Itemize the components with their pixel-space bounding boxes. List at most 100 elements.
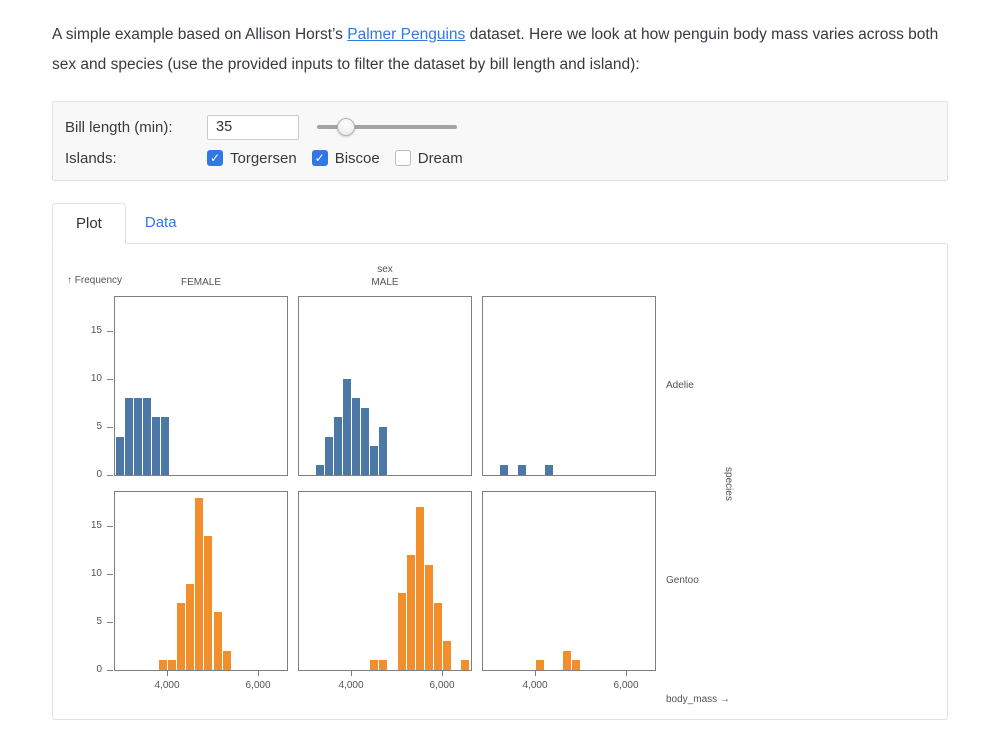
y-tick-label: 5 <box>96 616 102 627</box>
y-tick-label: 0 <box>96 663 102 675</box>
facet-axis-title-sex: sex <box>377 263 393 275</box>
histogram-bar <box>115 436 124 475</box>
checkbox-label: Biscoe <box>334 149 380 167</box>
histogram-bar <box>195 497 204 670</box>
histogram-bar <box>133 398 142 475</box>
checkbox-dream[interactable]: Dream <box>394 149 463 167</box>
facet-frame <box>114 295 288 476</box>
facet-frame <box>482 295 656 476</box>
histogram-bar <box>379 660 388 670</box>
x-tick-label: 4,000 <box>338 679 364 691</box>
y-tick-label: 10 <box>90 568 102 580</box>
x-tick-label: 4,000 <box>154 679 180 691</box>
palmer-penguins-link[interactable]: Palmer Penguins <box>347 26 466 43</box>
y-tick-label: 10 <box>90 373 102 385</box>
facet-col-header-male: MALE <box>371 276 399 288</box>
checkbox-torgersen[interactable]: ✓ Torgersen <box>207 150 297 167</box>
plot-canvas: 0 0 5 5 10 10 15 15 4,000 4,000 4,000 6,000 6,000 6,0… <box>53 244 947 719</box>
histogram-bar <box>168 660 177 670</box>
histogram-bar <box>499 465 508 475</box>
x-tick-label: 6,000 <box>613 679 639 691</box>
histogram-bar <box>397 593 406 670</box>
histogram-bar <box>443 641 452 670</box>
checkbox-checked-icon[interactable]: ✓ <box>311 150 328 167</box>
histogram-bar <box>213 612 222 670</box>
x-tick-label: 6,000 <box>429 679 455 691</box>
histogram-bar <box>352 398 361 475</box>
tab-bar: Plot Data <box>52 202 948 244</box>
islands-label: Islands: <box>65 149 117 167</box>
y-tick-mark <box>107 526 113 528</box>
x-tick-mark <box>535 670 536 676</box>
histogram-bar <box>324 436 333 475</box>
x-tick-label: 6,000 <box>245 679 271 691</box>
facet-frame <box>114 490 288 671</box>
bill-length-input[interactable] <box>207 114 299 140</box>
histogram-bar <box>333 417 342 475</box>
intro-text-after: dataset. Here we look at how penguin bod… <box>52 26 939 73</box>
histogram-bar <box>406 555 415 670</box>
histogram-bar <box>545 465 554 475</box>
y-tick-mark <box>107 574 113 576</box>
histogram-bar <box>517 465 526 475</box>
facet-frame <box>482 490 656 671</box>
checkbox-label: Torgersen <box>230 149 297 167</box>
intro-text-before: A simple example based on Allison Horst’… <box>52 26 348 43</box>
y-tick-label: 0 <box>96 468 102 480</box>
y-tick-mark <box>107 379 113 381</box>
y-tick-label: 5 <box>96 421 102 432</box>
x-tick-mark <box>167 670 168 676</box>
y-axis-label: ↑ Frequency <box>67 274 123 286</box>
histogram-bar <box>370 660 379 670</box>
histogram-bar <box>361 407 370 475</box>
y-tick-mark <box>107 622 113 623</box>
histogram-bar <box>204 535 213 670</box>
histogram-bar <box>143 398 152 475</box>
checkbox-biscoe[interactable]: ✓ Biscoe <box>311 149 380 167</box>
histogram-bar <box>152 417 161 475</box>
tab-plot[interactable]: Plot <box>52 202 126 244</box>
histogram-bar <box>370 446 379 475</box>
facet-frame <box>298 490 472 671</box>
histogram-bar <box>124 398 133 475</box>
facet-row-axis-title-species: species <box>723 466 734 501</box>
tab-data[interactable]: Data <box>144 213 177 231</box>
histogram-bar <box>415 507 424 670</box>
filter-panel: Bill length (min): Islands: ✓ Torgersen ✓ B… <box>52 100 948 181</box>
plot-card: 0 0 5 5 10 10 15 15 4,000 4,000 4,000 6,000 6,000 6,0… <box>52 242 948 720</box>
x-tick-mark <box>258 670 259 676</box>
histogram-bar <box>424 564 433 670</box>
histogram-bar <box>572 660 581 670</box>
facet-row-header-gentoo: Gentoo <box>666 574 699 586</box>
islands-checkbox-group: ✓ Torgersen ✓ Biscoe Dream <box>207 150 478 167</box>
checkbox-checked-icon[interactable]: ✓ <box>207 150 223 167</box>
y-tick-mark <box>107 331 113 333</box>
x-tick-label: 4,000 <box>522 679 548 691</box>
facet-row-header-adelie: Adelie <box>666 379 694 391</box>
islands-row: Islands: ✓ Torgersen ✓ Biscoe Dream <box>65 150 935 167</box>
slider-handle[interactable] <box>337 118 356 137</box>
histogram-bar <box>186 583 195 670</box>
bill-length-slider[interactable] <box>317 118 457 137</box>
y-tick-label: 15 <box>90 520 102 532</box>
checkbox-unchecked-icon[interactable] <box>394 150 411 167</box>
histogram-bar <box>379 427 388 475</box>
slider-track[interactable] <box>317 125 457 130</box>
bill-length-row: Bill length (min): <box>65 114 935 140</box>
y-tick-mark <box>107 669 113 671</box>
histogram-bar <box>433 602 442 670</box>
histogram-bar <box>222 650 231 670</box>
histogram-bar <box>536 660 545 670</box>
histogram-bar <box>161 417 170 475</box>
intro-paragraph: A simple example based on Allison Horst’… <box>52 20 948 80</box>
facet-frame <box>298 295 472 476</box>
y-tick-label: 15 <box>90 325 102 337</box>
x-tick-mark <box>442 670 443 676</box>
x-axis-label: body_mass → <box>666 693 730 705</box>
x-tick-mark <box>626 670 627 676</box>
histogram-bar <box>342 379 351 475</box>
histogram-bar <box>315 465 324 475</box>
checkbox-label: Dream <box>417 149 463 167</box>
facet-col-header-female: FEMALE <box>180 276 221 288</box>
histogram-bar <box>158 660 167 670</box>
